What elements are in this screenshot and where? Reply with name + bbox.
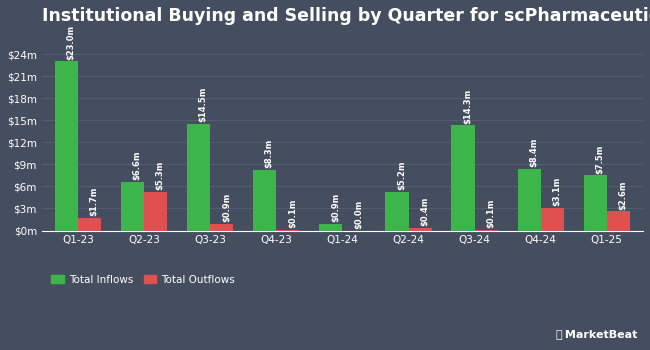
- Text: $14.3m: $14.3m: [463, 88, 472, 124]
- Bar: [452, 125, 474, 231]
- Text: $0.1m: $0.1m: [288, 198, 297, 228]
- Text: ⫽ MarketBeat: ⫽ MarketBeat: [556, 329, 637, 340]
- Text: $23.0m: $23.0m: [66, 25, 75, 60]
- Bar: [385, 192, 408, 231]
- Bar: [474, 230, 498, 231]
- Text: $0.4m: $0.4m: [420, 196, 429, 226]
- Text: $6.6m: $6.6m: [133, 150, 142, 180]
- Bar: [408, 228, 432, 231]
- Bar: [55, 62, 78, 231]
- Bar: [606, 211, 630, 231]
- Text: $5.3m: $5.3m: [156, 160, 165, 190]
- Bar: [254, 169, 276, 231]
- Text: $7.5m: $7.5m: [595, 144, 604, 174]
- Bar: [121, 182, 144, 231]
- Text: $8.4m: $8.4m: [529, 138, 538, 167]
- Text: $8.3m: $8.3m: [265, 139, 274, 168]
- Text: $14.5m: $14.5m: [199, 87, 208, 122]
- Text: $0.1m: $0.1m: [486, 198, 495, 228]
- Bar: [78, 218, 101, 231]
- Bar: [276, 230, 300, 231]
- Text: $0.9m: $0.9m: [222, 193, 231, 222]
- Text: $0.0m: $0.0m: [354, 199, 363, 229]
- Legend: Total Inflows, Total Outflows: Total Inflows, Total Outflows: [47, 271, 239, 289]
- Text: $5.2m: $5.2m: [397, 161, 406, 190]
- Bar: [541, 208, 564, 231]
- Text: $3.1m: $3.1m: [552, 176, 561, 206]
- Bar: [187, 124, 211, 231]
- Bar: [584, 175, 606, 231]
- Bar: [319, 224, 343, 231]
- Bar: [211, 224, 233, 231]
- Text: $2.6m: $2.6m: [618, 180, 627, 210]
- Text: $0.9m: $0.9m: [331, 193, 340, 222]
- Bar: [144, 191, 167, 231]
- Bar: [517, 169, 541, 231]
- Text: Institutional Buying and Selling by Quarter for scPharmaceuticals: Institutional Buying and Selling by Quar…: [42, 7, 650, 25]
- Text: $1.7m: $1.7m: [90, 187, 99, 216]
